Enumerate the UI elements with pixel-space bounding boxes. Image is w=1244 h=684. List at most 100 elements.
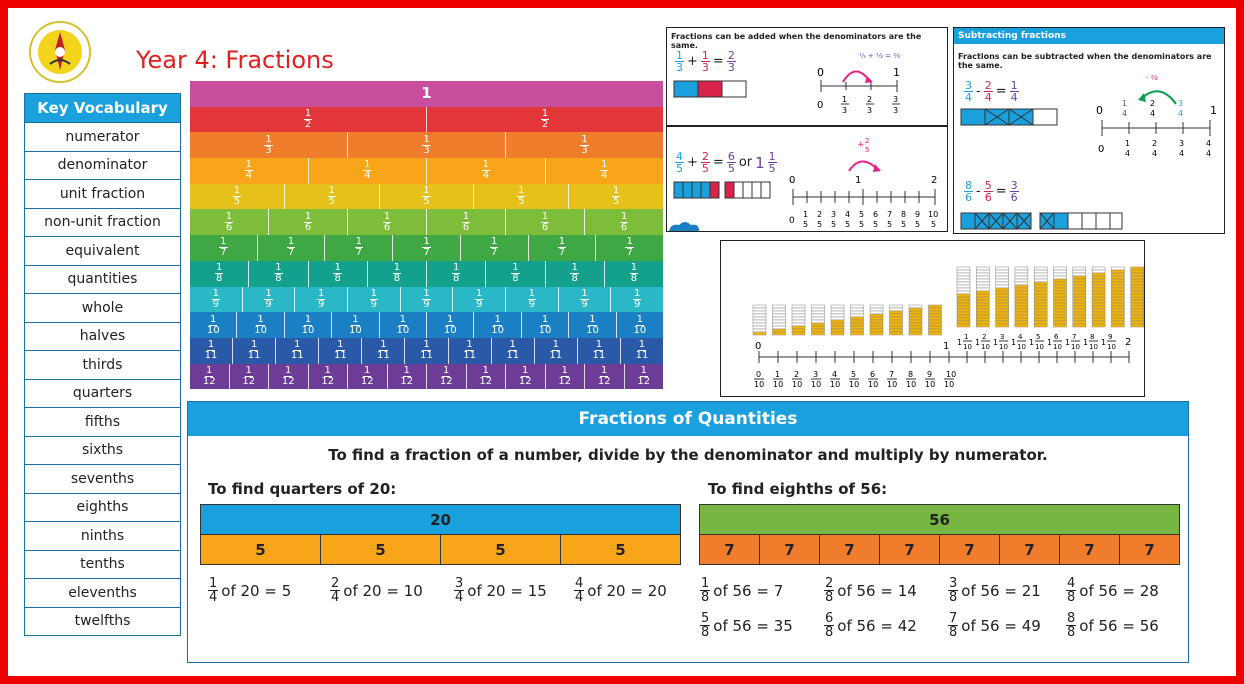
svg-text:6: 6: [1054, 333, 1059, 341]
svg-text:1: 1: [1047, 338, 1052, 347]
svg-text:10: 10: [887, 380, 897, 389]
svg-text:4: 4: [832, 370, 837, 379]
foq-heading: Fractions of Quantities: [188, 402, 1188, 436]
vocab-item: fifths: [24, 408, 181, 437]
wall-cell: 1 10: [633, 313, 647, 336]
fraction-result: 2 4 of 20 = 10: [330, 576, 423, 605]
svg-text:- ²⁄₄: - ²⁄₄: [1146, 74, 1158, 82]
wall-cell: 1 12: [348, 363, 388, 390]
wall-cell: 1 11: [276, 337, 320, 364]
svg-text:1: 1: [975, 338, 980, 347]
svg-text:3: 3: [842, 106, 847, 115]
cloud-icon: [669, 222, 699, 231]
wall-cell: 1 11: [635, 339, 649, 362]
wall-cell: 1 11: [405, 337, 449, 364]
svg-text:0: 0: [1098, 144, 1104, 155]
svg-text:1: 1: [1210, 104, 1217, 117]
part-cell: 7: [999, 534, 1060, 565]
wall-cell: 1 12: [269, 363, 309, 390]
svg-text:8: 8: [901, 210, 906, 219]
svg-text:5: 5: [845, 220, 850, 229]
fraction-result: 7 8 of 56 = 49: [948, 611, 1041, 640]
svg-text:10: 10: [849, 380, 859, 389]
wall-row-11: 1 11 1 11 1 11 1 11 1 11 1 11 1 11 1 11 1 11 1 11 1 11: [190, 337, 663, 364]
svg-text:5: 5: [901, 220, 906, 229]
svg-text:10: 10: [944, 380, 954, 389]
svg-text:10: 10: [999, 343, 1008, 351]
svg-text:1: 1: [1101, 338, 1106, 347]
svg-text:1: 1: [957, 338, 962, 347]
part-cell: 5: [320, 534, 441, 565]
vocab-item: ninths: [24, 522, 181, 551]
fraction-result: 8 8 of 56 = 56: [1066, 611, 1159, 640]
svg-text:2: 2: [982, 333, 986, 341]
wall-cell: 1 10: [285, 312, 333, 338]
svg-text:1: 1: [1122, 99, 1127, 108]
svg-text:1: 1: [842, 95, 847, 104]
wall-cell: 1 12: [230, 363, 269, 390]
wall-cell: 1 10: [569, 312, 617, 338]
svg-text:2: 2: [865, 137, 869, 145]
vocab-item: sevenths: [24, 465, 181, 494]
svg-text:1: 1: [855, 175, 861, 186]
tenths-panel: 0 10 1 10 2 10 3 10 4 10 5 10 6 10 7 10 8 10 9 10 10 10 1 1 10 1 2…: [720, 240, 1145, 397]
vocab-item: elevenths: [24, 579, 181, 608]
svg-text:10: 10: [1017, 343, 1026, 351]
improper-number-line: + 2 5 0 1 2 0 15 25 35 45 55 65 75 85 95…: [789, 137, 938, 229]
vocab-item: quarters: [24, 379, 181, 408]
total-bar-56: 56: [699, 504, 1180, 535]
subtracting-number-line: - ²⁄₄ 0 1 14 24 34 0 14 24 34 44: [1096, 74, 1217, 158]
part-cell: 7: [759, 534, 820, 565]
svg-text:10: 10: [1071, 343, 1080, 351]
svg-text:2: 2: [817, 210, 822, 219]
wall-cell: 1 10: [237, 312, 285, 338]
fraction-result: 1 4 of 20 = 5: [208, 576, 292, 605]
svg-text:4: 4: [1018, 333, 1023, 341]
improper-bar-model: [673, 181, 771, 199]
svg-text:3: 3: [831, 210, 836, 219]
svg-text:10: 10: [773, 380, 783, 389]
foq-rule: To find a fraction of a number, divide b…: [328, 446, 1048, 464]
wall-cell: 1 10: [332, 312, 380, 338]
vocab-item: non-unit fraction: [24, 208, 181, 237]
svg-text:1: 1: [1011, 338, 1016, 347]
svg-text:5: 5: [817, 220, 822, 229]
svg-text:1: 1: [893, 66, 900, 79]
part-cell: 5: [560, 534, 681, 565]
svg-text:9: 9: [1108, 333, 1112, 341]
svg-text:⅓ + ⅓ = ⅔: ⅓ + ⅓ = ⅔: [859, 52, 900, 60]
vocab-item: denominator: [24, 151, 181, 180]
svg-text:5: 5: [865, 146, 869, 154]
svg-text:10: 10: [1053, 343, 1062, 351]
svg-text:9: 9: [915, 210, 920, 219]
tenths-mid: 1: [943, 341, 949, 352]
svg-text:0: 0: [1096, 104, 1103, 117]
fraction-result: 3 4 of 20 = 15: [454, 576, 547, 605]
wall-cell: 1 10: [427, 312, 475, 338]
